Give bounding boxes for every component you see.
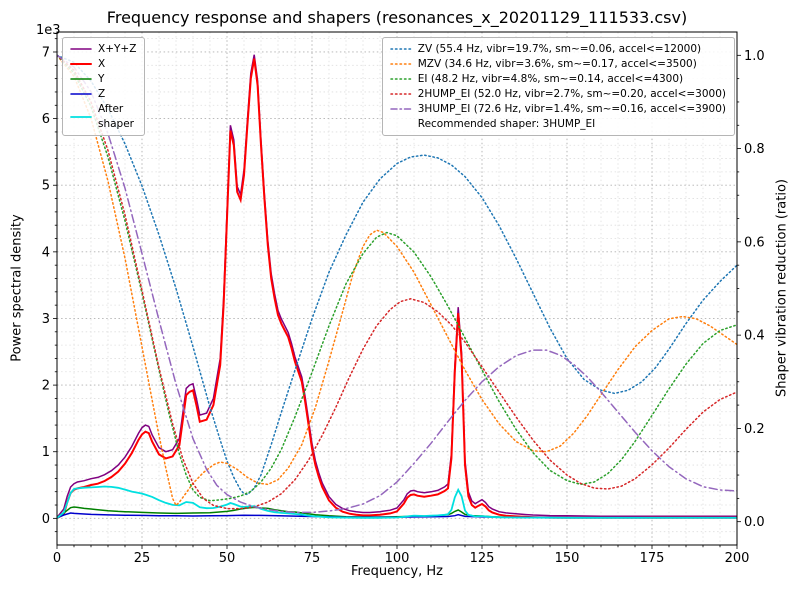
x-tick-label: 150 — [555, 551, 580, 566]
legend-label: ZV (55.4 Hz, vibr=19.7%, sm~=0.06, accel… — [417, 43, 702, 55]
legend-entry: MZV (34.6 Hz, vibr=3.6%, sm~=0.17, accel… — [390, 57, 726, 72]
series-line-Z — [57, 512, 737, 519]
legend-label: Z — [98, 87, 106, 100]
y-left-tick-label: 2 — [42, 379, 50, 394]
x-tick-label: 125 — [470, 551, 495, 566]
series-line-2HUMP_EI — [57, 54, 737, 510]
legend-line-sample — [390, 93, 412, 95]
legend-sample-spacer — [390, 119, 412, 129]
y-left-tick-label: 3 — [42, 312, 50, 327]
legend-line-sample — [70, 93, 92, 95]
legend-entry: 2HUMP_EI (52.0 Hz, vibr=2.7%, sm~=0.20, … — [390, 87, 726, 102]
legend-line-sample — [70, 115, 92, 118]
x-tick-label: 200 — [725, 551, 750, 566]
legend-entry: Y — [70, 72, 136, 87]
y-right-tick-label: 0.8 — [744, 142, 765, 157]
legend-label: After shaper — [98, 102, 135, 130]
tick-labels: 0 25 50 75 100 125 150 175 200 0 1 2 3 4 5 6 7 0.0 0.2 0.4 0… — [42, 45, 765, 566]
legend-label: Recommended shaper: 3HUMP_EI — [417, 117, 596, 130]
legend-entry: EI (48.2 Hz, vibr=4.8%, sm~=0.14, accel<… — [390, 72, 726, 87]
y-left-tick-label: 1 — [42, 445, 50, 460]
legend-entry: ZV (55.4 Hz, vibr=19.7%, sm~=0.06, accel… — [390, 42, 726, 57]
x-tick-label: 175 — [640, 551, 665, 566]
legend-line-sample — [390, 63, 412, 66]
legend-label: X — [98, 57, 106, 70]
legend-line-sample — [390, 48, 412, 51]
y-left-tick-label: 6 — [42, 112, 50, 127]
legend-entry: Recommended shaper: 3HUMP_EI — [390, 117, 726, 132]
shaper-legend: ZV (55.4 Hz, vibr=19.7%, sm~=0.06, accel… — [381, 37, 735, 137]
legend-entry: After shaper — [70, 102, 136, 132]
y-right-tick-label: 0.2 — [744, 422, 765, 437]
series-line-3HUMP_EI — [57, 54, 737, 514]
y-left-tick-label: 4 — [42, 245, 50, 260]
x-tick-label: 25 — [134, 551, 151, 566]
x-tick-label: 100 — [385, 551, 410, 566]
y-left-tick-label: 0 — [42, 512, 50, 527]
y-left-tick-label: 5 — [42, 179, 50, 194]
x-tick-label: 75 — [304, 551, 321, 566]
x-axis-label: Frequency, Hz — [350, 564, 444, 579]
series-line-MZV — [57, 54, 737, 507]
y-right-tick-label: 1.0 — [744, 49, 765, 64]
series-line-After-shaper — [57, 485, 737, 519]
y-axis-offset-label: 1e3 — [36, 23, 61, 38]
x-tick-label: 50 — [219, 551, 236, 566]
legend-line-sample — [390, 108, 412, 110]
legend-label: Y — [98, 72, 105, 85]
y-right-tick-label: 0.6 — [744, 235, 765, 250]
legend-line-sample — [70, 78, 92, 81]
y-right-tick-label: 0.4 — [744, 329, 765, 344]
y-axis-left-label: Power spectral density — [9, 214, 25, 362]
legend-entry: Z — [70, 87, 136, 102]
series-line-X — [57, 58, 737, 519]
grid-minor — [57, 32, 737, 545]
legend-line-sample — [70, 48, 92, 51]
y-axis-right-label: Shaper vibration reduction (ratio) — [774, 179, 790, 397]
legend-entry: 3HUMP_EI (72.6 Hz, vibr=1.4%, sm~=0.16, … — [390, 102, 726, 117]
x-tick-label: 0 — [53, 551, 61, 566]
ticks — [53, 38, 741, 549]
legend-line-sample — [390, 78, 412, 81]
legend-label: 2HUMP_EI (52.0 Hz, vibr=2.7%, sm~=0.20, … — [417, 87, 726, 100]
chart-title: Frequency response and shapers (resonanc… — [106, 8, 688, 27]
y-right-tick-label: 0.0 — [744, 515, 765, 530]
legend-label: MZV (34.6 Hz, vibr=3.6%, sm~=0.17, accel… — [417, 57, 697, 70]
legend-label: EI (48.2 Hz, vibr=4.8%, sm~=0.14, accel<… — [417, 72, 684, 85]
series-group — [57, 54, 737, 519]
psd-legend: X+Y+Z X Y Z After shaper — [62, 37, 146, 137]
series-line-ZV — [57, 54, 737, 496]
legend-entry: X+Y+Z — [70, 42, 136, 57]
legend-line-sample — [70, 63, 92, 66]
legend-label: 3HUMP_EI (72.6 Hz, vibr=1.4%, sm~=0.16, … — [417, 102, 726, 115]
series-line-EI — [57, 54, 737, 502]
legend-label: X+Y+Z — [98, 43, 137, 55]
y-left-tick-label: 7 — [42, 45, 50, 60]
legend-entry: X — [70, 57, 136, 72]
